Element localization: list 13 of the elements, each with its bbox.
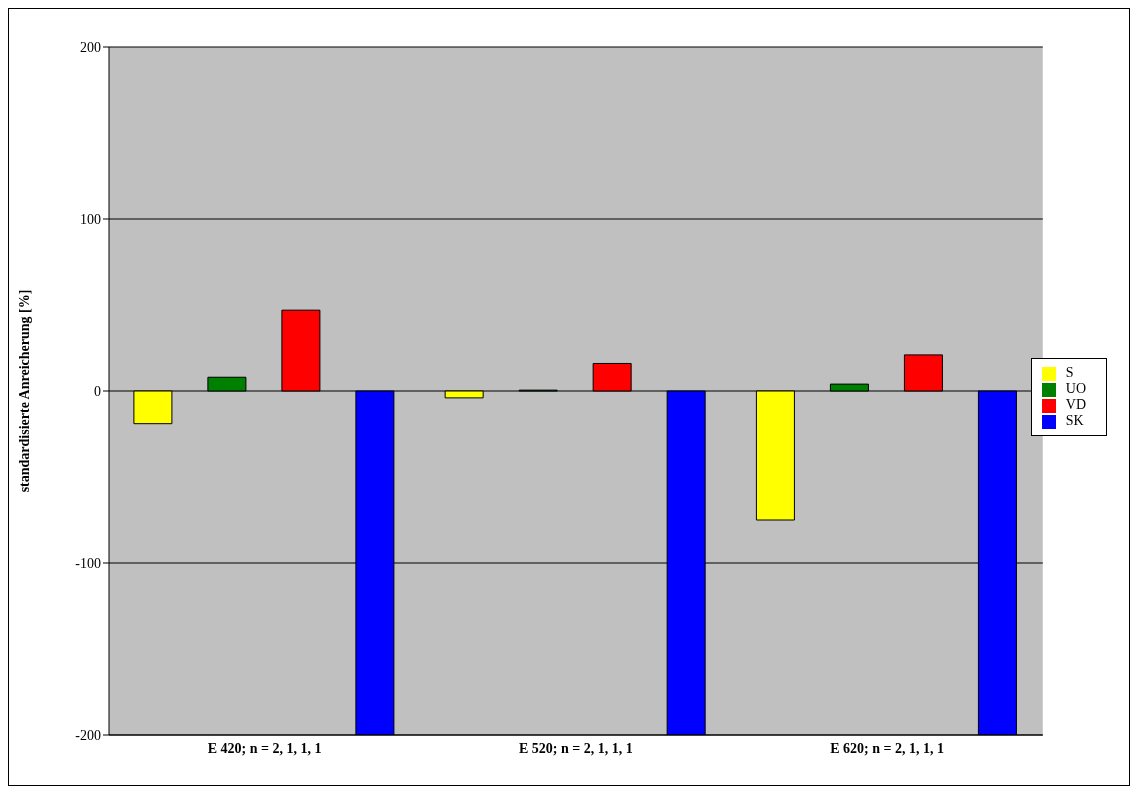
y-tick-label: -100 xyxy=(75,555,101,571)
x-tick-label: E 520; n = 2, 1, 1, 1 xyxy=(519,740,633,756)
y-tick-label: 100 xyxy=(80,211,101,227)
legend-label: UO xyxy=(1065,381,1086,396)
y-axis-title: standardisierte Anreicherung [%] xyxy=(16,289,32,493)
legend-label: VD xyxy=(1065,397,1086,412)
legend-label: SK xyxy=(1065,413,1084,428)
legend-label: S xyxy=(1065,365,1074,380)
y-tick-label: 0 xyxy=(94,383,101,399)
y-tick-label: -200 xyxy=(75,727,101,743)
x-tick-label: E 420; n = 2, 1, 1, 1 xyxy=(207,740,322,756)
x-tick-label: E 620; n = 2, 1, 1, 1 xyxy=(830,740,945,756)
y-tick-label: 200 xyxy=(80,39,101,55)
